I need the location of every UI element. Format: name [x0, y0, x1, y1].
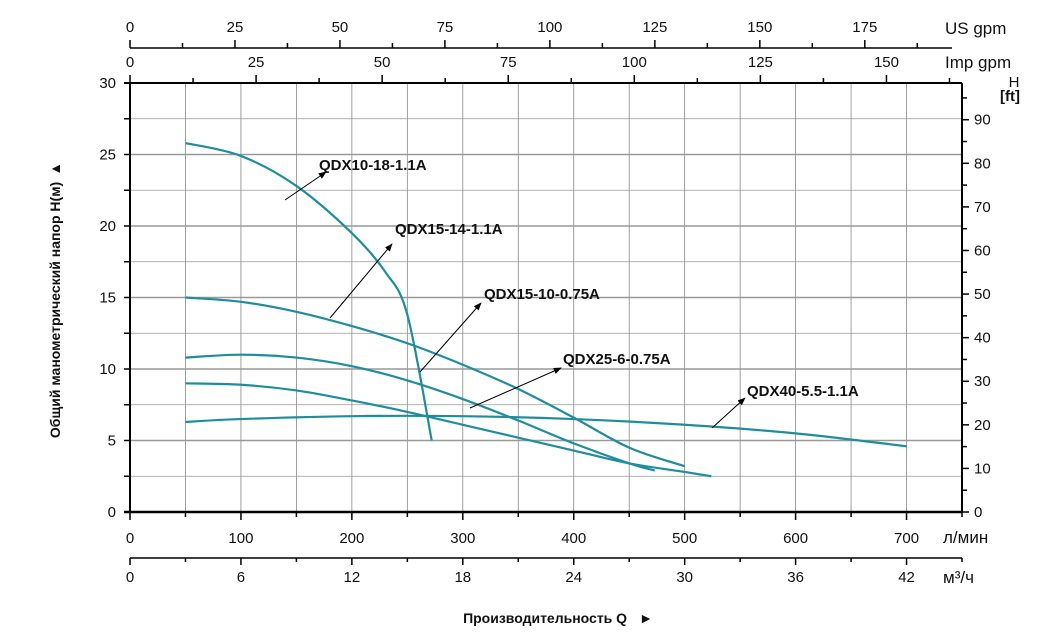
imp-gpm-tick-label: 75	[500, 54, 517, 71]
us-gpm-tick-label: 150	[747, 19, 772, 36]
label-arrow	[419, 302, 482, 373]
us-gpm-tick-label: 25	[227, 19, 244, 36]
imp-gpm-tick-label: 0	[126, 54, 134, 71]
right-tick-label: 10	[974, 460, 991, 477]
bottom-tick-label: 0	[126, 530, 134, 547]
imp-gpm-tick-label: 125	[748, 54, 773, 71]
left-tick-label: 10	[99, 361, 116, 378]
curve-qdx15-14-1.1a	[185, 296, 686, 468]
m3h-tick-label: 30	[676, 569, 693, 586]
x-axis-title: Производительность Q ►	[463, 610, 653, 626]
label-arrow	[329, 243, 393, 319]
us-gpm-tick-label: 175	[852, 19, 877, 36]
curve-labels: QDX10-18-1.1A QDX15-14-1.1A QDX15-10-0.75A…	[284, 157, 859, 429]
curve-qdx40-5.5-1.1a	[185, 414, 907, 448]
us-gpm-tick-label: 75	[437, 19, 454, 36]
curve-qdx15-10-0.75a	[185, 353, 656, 472]
imp-gpm-unit: Imp gpm	[945, 53, 1011, 72]
left-tick-label: 5	[108, 433, 116, 450]
bottom-tick-label: 600	[783, 530, 808, 547]
bottom-tick-label: 700	[894, 530, 919, 547]
m3h-tick-label: 0	[126, 569, 134, 586]
series-label: QDX15-14-1.1A	[395, 221, 503, 238]
label-arrow	[284, 171, 327, 201]
right-tick-label: 20	[974, 417, 991, 434]
us-gpm-tick-label: 125	[642, 19, 667, 36]
right-tick-label: 40	[974, 330, 991, 347]
grid	[130, 83, 962, 512]
m3h-tick-label: 12	[344, 569, 361, 586]
us-gpm-unit: US gpm	[945, 19, 1006, 38]
right-tick-label: 0	[974, 504, 982, 521]
us-gpm-tick-label: 0	[126, 19, 134, 36]
bottom-tick-label: 100	[228, 530, 253, 547]
bottom-unit-m3h: м³/ч	[943, 568, 974, 587]
series-label: QDX15-10-0.75A	[484, 286, 600, 303]
right-axis-unit-ft: [ft]	[1000, 88, 1020, 105]
left-tick-label: 30	[99, 75, 116, 92]
us-gpm-tick-label: 100	[537, 19, 562, 36]
m3h-tick-label: 18	[454, 569, 471, 586]
right-tick-label: 50	[974, 286, 991, 303]
imp-gpm-tick-label: 50	[374, 54, 391, 71]
bottom-unit-lpm: л/мин	[943, 528, 988, 547]
right-tick-label: 30	[974, 373, 991, 390]
left-tick-label: 20	[99, 218, 116, 235]
series-label: QDX40-5.5-1.1A	[747, 383, 859, 400]
imp-gpm-tick-label: 100	[622, 54, 647, 71]
series-label: QDX25-6-0.75A	[563, 351, 671, 368]
bottom-tick-label: 400	[561, 530, 586, 547]
right-axis-unit-h: H	[1009, 74, 1020, 91]
us-gpm-tick-label: 50	[332, 19, 349, 36]
bottom-tick-label: 200	[339, 530, 364, 547]
right-tick-label: 60	[974, 242, 991, 259]
left-tick-label: 25	[99, 147, 116, 164]
bottom-tick-label: 300	[450, 530, 475, 547]
label-arrow	[469, 367, 562, 409]
m3h-tick-label: 36	[787, 569, 804, 586]
bottom-tick-label: 500	[672, 530, 697, 547]
left-tick-label: 0	[108, 504, 116, 521]
left-tick-label: 15	[99, 290, 116, 307]
label-arrow	[711, 397, 746, 429]
y-axis-title: Общий манометрический напор H(м)▲	[47, 162, 63, 438]
series-label: QDX10-18-1.1A	[319, 157, 427, 174]
imp-gpm-tick-label: 150	[874, 54, 899, 71]
m3h-tick-label: 6	[237, 569, 245, 586]
right-tick-label: 80	[974, 155, 991, 172]
curve-qdx25-6-0.75a	[185, 382, 712, 478]
m3h-tick-label: 24	[565, 569, 582, 586]
curve-qdx10-18-1.1a	[185, 141, 433, 441]
curves	[185, 141, 907, 478]
right-tick-label: 90	[974, 112, 991, 129]
imp-gpm-tick-label: 25	[248, 54, 265, 71]
right-tick-label: 70	[974, 199, 991, 216]
m3h-tick-label: 42	[898, 569, 915, 586]
